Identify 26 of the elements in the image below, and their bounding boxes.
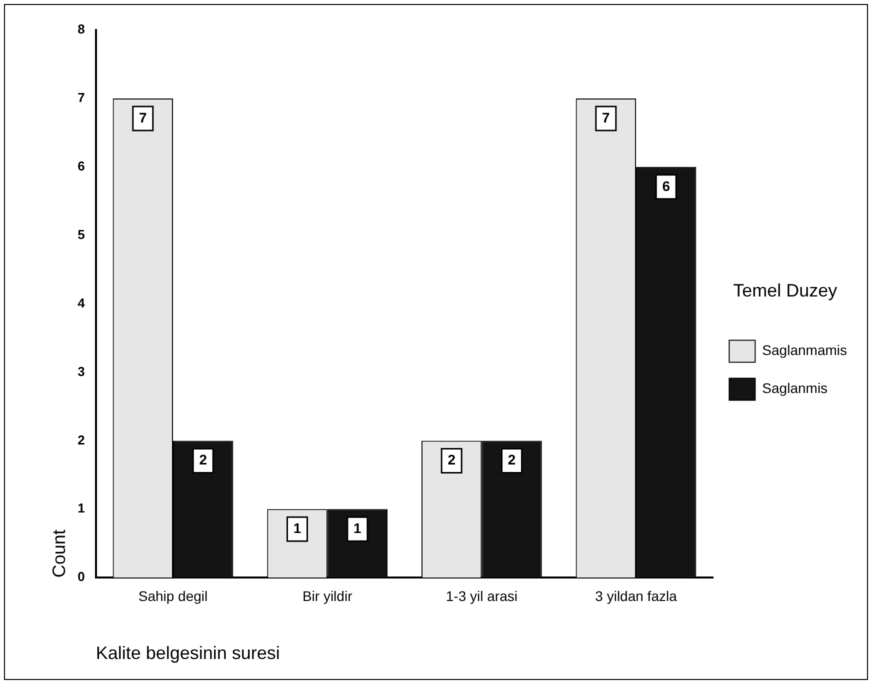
y-tick-label: 3 — [78, 364, 85, 379]
legend-title: Temel Duzey — [733, 280, 838, 301]
y-tick-label: 1 — [78, 500, 85, 516]
data-label: 1 — [293, 520, 302, 536]
y-tick-label: 4 — [78, 295, 86, 310]
data-label: 7 — [139, 109, 148, 126]
data-label: 2 — [448, 452, 456, 468]
x-tick-label: 3 yildan fazla — [595, 588, 678, 604]
y-tick-label: 7 — [78, 90, 85, 106]
data-label: 1 — [354, 520, 362, 536]
y-axis-title: Count — [48, 530, 69, 578]
data-label: 6 — [662, 178, 670, 194]
data-label: 2 — [508, 452, 516, 468]
y-tick-label: 5 — [78, 226, 85, 242]
y-tick-label: 8 — [78, 22, 85, 37]
y-tick-label: 6 — [78, 158, 85, 174]
legend-label: Saglanmis — [762, 380, 828, 396]
x-tick-label: Sahip degil — [138, 588, 208, 604]
y-tick-label: 2 — [78, 432, 85, 448]
legend-label: Saglanmamis — [762, 342, 848, 358]
x-axis-title: Kalite belgesinin suresi — [96, 643, 280, 664]
x-tick-label: 1-3 yil arasi — [446, 588, 518, 604]
data-label: 7 — [602, 109, 610, 126]
x-tick-label: Bir yildir — [302, 588, 353, 604]
y-tick-label: 0 — [78, 569, 85, 584]
data-label: 2 — [199, 452, 208, 468]
